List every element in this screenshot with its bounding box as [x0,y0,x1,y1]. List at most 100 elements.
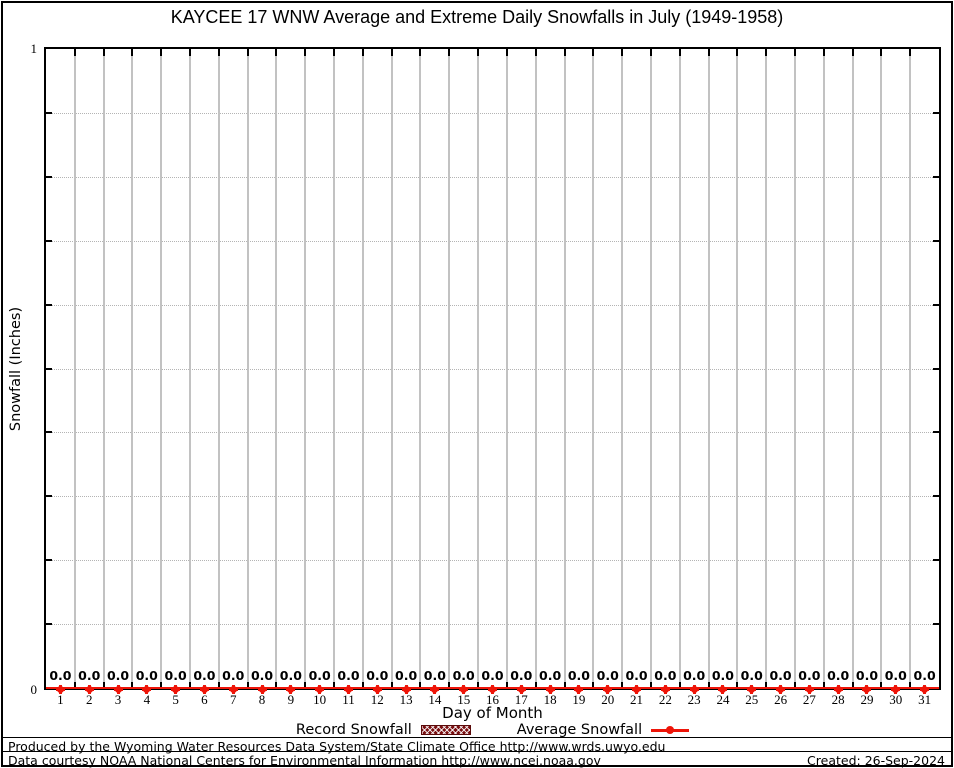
data-point [55,685,65,694]
x-tick-top [505,49,508,56]
x-gridline [448,49,451,688]
x-gridline [736,49,739,688]
x-tick-bottom [448,682,451,688]
value-label: 0.0 [222,668,245,683]
x-tick-bottom [246,682,249,688]
legend-item: Record Snowfall [296,722,471,738]
record-snowfall-swatch [420,725,471,735]
legend-label: Record Snowfall [295,722,412,738]
value-label: 0.0 [625,668,648,683]
x-tick-label: 24 [716,692,730,707]
x-tick-top [649,49,652,56]
data-point [430,685,440,694]
x-tick-bottom [390,682,393,688]
x-gridline [102,49,105,688]
x-tick-label: 13 [399,692,413,707]
x-tick-label: 21 [630,692,644,707]
x-tick-label: 4 [143,692,151,707]
y-gridline [46,560,939,562]
y-tick-left [46,303,52,306]
y-gridline [46,176,939,178]
y-tick-left [46,431,52,434]
x-tick-top [217,49,220,56]
x-gridline [275,49,278,688]
y-tick-right [933,367,939,370]
x-gridline [361,49,364,688]
x-tick-label: 19 [572,692,586,707]
x-tick-label: 6 [201,692,208,707]
x-gridline [217,49,220,688]
x-tick-top [534,49,537,56]
x-tick-top [131,49,134,56]
x-tick-top [621,49,624,56]
x-gridline [131,49,134,688]
x-tick-label: 18 [543,692,557,707]
y-tick-label-1: 1 [30,41,38,56]
x-tick-bottom [160,682,163,688]
y-tick-left [46,559,52,562]
x-tick-label: 7 [229,692,237,707]
x-tick-label: 16 [486,692,499,707]
x-tick-label: 8 [258,692,266,707]
data-point [833,685,843,694]
x-tick-top [390,49,393,56]
x-tick-bottom [880,682,883,688]
data-point [516,685,526,694]
value-label: 0.0 [855,668,879,683]
data-point [862,685,872,694]
x-gridline [477,49,480,688]
x-tick-bottom [707,682,710,688]
value-label: 0.0 [740,668,763,683]
y-axis-title: Snowfall (Inches) [8,306,25,431]
x-tick-bottom [102,682,105,688]
x-tick-label: 20 [601,692,615,707]
x-tick-top [448,49,451,56]
x-tick-label: 9 [287,692,295,707]
x-gridline [333,49,336,688]
x-tick-top [361,49,364,56]
footer-produced-by: Produced by the Wyoming Water Resources … [8,738,666,754]
x-tick-bottom [621,682,624,688]
x-tick-top [477,49,480,56]
x-tick-top [707,49,710,56]
data-point [920,685,930,694]
data-point [776,685,786,694]
y-tick-right [933,495,939,498]
data-point [689,685,699,694]
data-point [574,685,584,694]
x-tick-label: 11 [342,692,355,707]
x-tick-bottom [563,682,566,688]
x-gridline [880,49,883,688]
x-tick-label: 5 [172,692,179,707]
x-tick-bottom [765,682,768,688]
y-tick-right [933,431,939,434]
x-tick-top [304,49,307,56]
y-tick-right [933,111,939,114]
legend-item: Average Snowfall [517,722,690,738]
x-gridline [621,49,624,688]
value-label: 0.0 [164,668,187,683]
x-gridline [909,49,912,688]
data-point [228,685,238,694]
value-label: 0.0 [539,668,562,683]
y-gridline [46,304,939,306]
y-gridline [46,368,939,370]
value-label: 0.0 [452,668,475,683]
x-gridline [505,49,508,688]
y-gridline [46,624,939,626]
x-gridline [390,49,393,688]
x-tick-bottom [909,682,912,688]
x-tick-bottom [73,682,76,688]
x-tick-top [160,49,163,56]
data-point [171,685,181,694]
x-gridline [563,49,566,688]
x-tick-label: 29 [860,692,874,707]
y-gridline [46,240,939,242]
y-gridline [46,112,939,114]
x-gridline [678,49,681,688]
x-tick-bottom [333,682,336,688]
x-tick-bottom [592,682,595,688]
legend: Record Snowfall Average Snowfall [44,722,941,738]
y-tick-left [46,623,52,626]
